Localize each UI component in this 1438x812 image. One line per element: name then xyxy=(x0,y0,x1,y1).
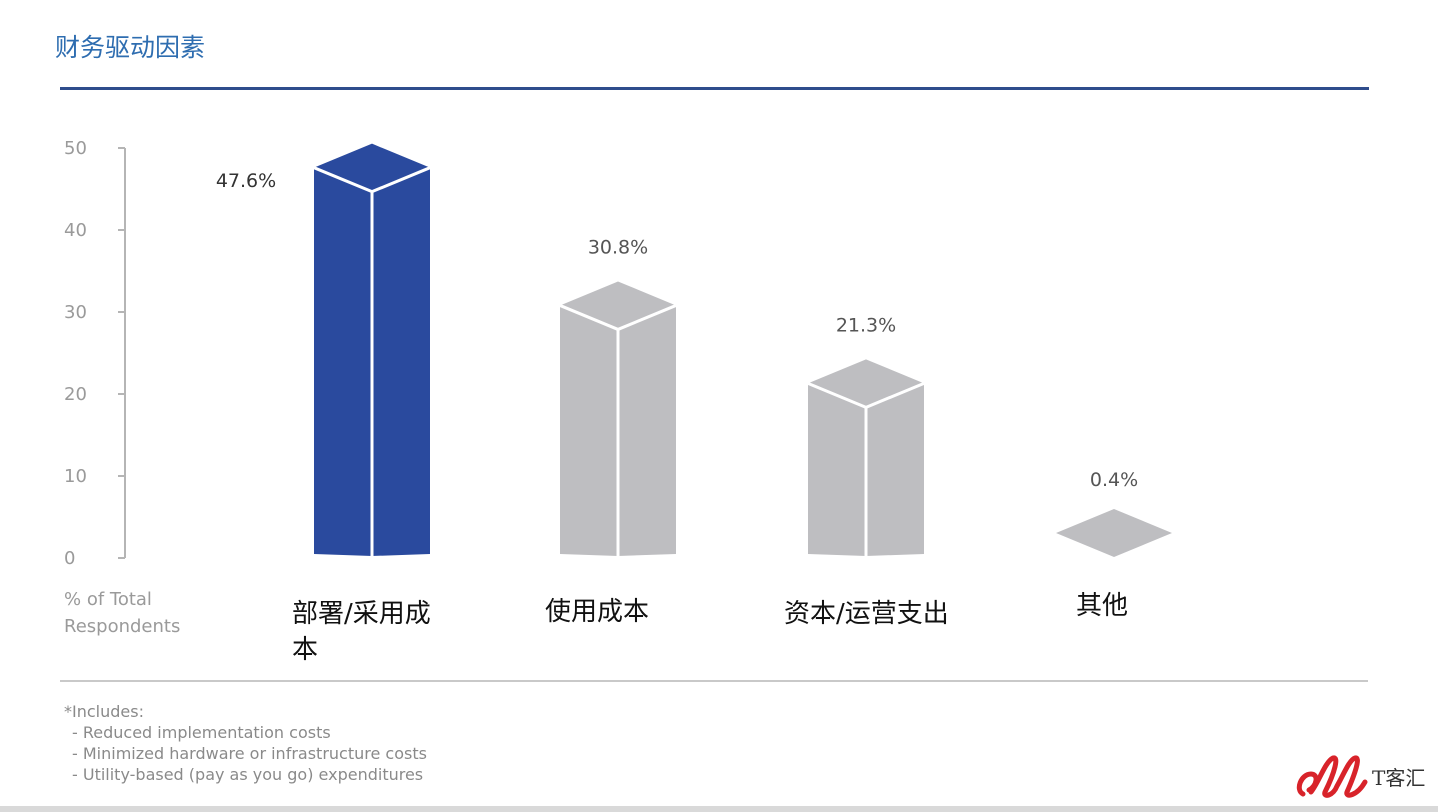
y-tick-label: 0 xyxy=(64,548,75,569)
bottom-border xyxy=(0,806,1438,812)
data-label: 0.4% xyxy=(1090,469,1138,491)
note-item: - Minimized hardware or infrastructure c… xyxy=(72,744,427,763)
bar-front-face xyxy=(314,167,372,556)
bar-chart: 0 10 20 30 40 50 47.6% 30.8% 21.3% 0.4% xyxy=(64,138,1172,569)
page-title: 财务驱动因素 xyxy=(55,33,206,62)
category-label: 使用成本 xyxy=(545,597,650,627)
bar-front-face xyxy=(560,305,618,556)
category-label: 资本/运营支出 xyxy=(784,599,949,629)
data-label: 47.6% xyxy=(216,170,276,192)
title-divider xyxy=(60,87,1369,90)
notes-divider xyxy=(60,680,1368,682)
y-tick-label: 40 xyxy=(64,220,87,241)
note-item: - Utility-based (pay as you go) expendit… xyxy=(72,765,424,784)
y-tick-label: 10 xyxy=(64,466,87,487)
bar-front-face xyxy=(808,383,866,556)
y-tick-label: 50 xyxy=(64,138,87,159)
data-label: 30.8% xyxy=(588,236,648,258)
bar-top xyxy=(1056,509,1172,557)
y-tick-label: 20 xyxy=(64,384,87,405)
bar-side-face xyxy=(618,305,676,556)
data-label: 21.3% xyxy=(836,314,896,336)
category-label: 部署/采用成本 xyxy=(292,599,431,665)
bar-side-face xyxy=(372,167,430,556)
bar-side-face xyxy=(866,383,924,556)
notes-heading: *Includes: xyxy=(64,702,144,721)
logo-mark-icon xyxy=(1296,755,1368,798)
note-item: - Reduced implementation costs xyxy=(72,723,331,742)
category-label: 其他 xyxy=(1076,591,1129,621)
footnotes: *Includes: - Reduced implementation cost… xyxy=(64,701,427,785)
y-tick-label: 30 xyxy=(64,302,87,323)
logo-text: T客汇 xyxy=(1372,766,1426,790)
y-axis-label: % of Total Respondents xyxy=(64,589,181,637)
